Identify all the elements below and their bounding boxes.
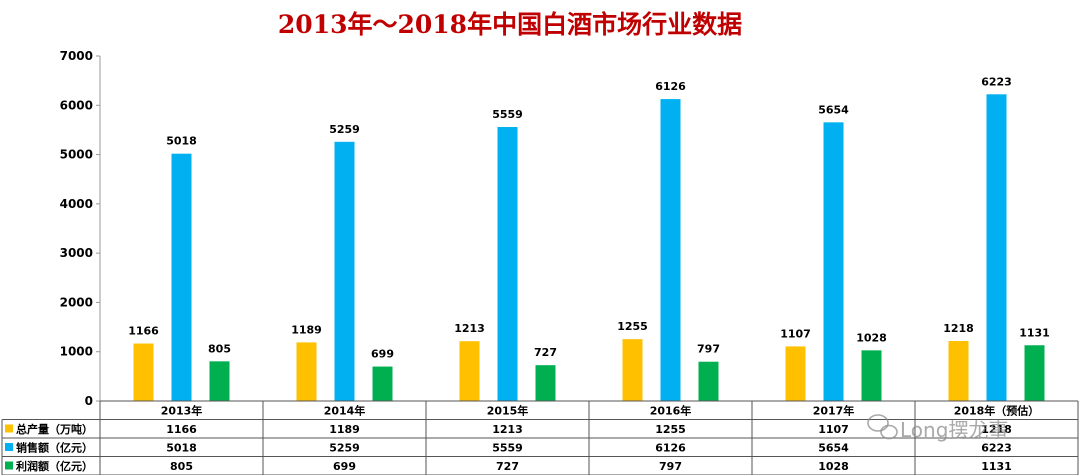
bar-3-3	[535, 365, 556, 401]
bar-3-4	[698, 361, 719, 401]
data-label: 5018	[166, 135, 197, 148]
bar-3-5	[861, 350, 882, 401]
y-tick-label: 1000	[60, 345, 93, 359]
x-tick-label: 2017年	[813, 404, 855, 418]
x-tick-label: 2014年	[324, 404, 366, 418]
table-cell: 1028	[818, 460, 849, 473]
y-tick-label: 3000	[60, 246, 93, 260]
data-label: 797	[697, 343, 720, 356]
table-cell: 5259	[329, 442, 360, 455]
table-cell: 1189	[329, 423, 360, 436]
watermark: Long摆龙事	[867, 414, 1008, 442]
table-cell: 1218	[981, 423, 1012, 436]
table-cell: 6223	[981, 442, 1012, 455]
data-label: 5559	[492, 108, 523, 121]
data-label: 5654	[818, 103, 849, 116]
bar-1-3	[459, 341, 480, 401]
y-axis: 0 1000 2000 3000 4000 5000 6000 7000	[60, 49, 101, 408]
data-label: 6223	[981, 75, 1012, 88]
bar-1-1	[133, 343, 154, 401]
wechat-icon	[867, 414, 898, 440]
table-cell: 5654	[818, 442, 849, 455]
table-cell: 5018	[166, 442, 197, 455]
y-tick-label: 5000	[60, 148, 93, 162]
legend-label: 利润额（亿元）	[16, 459, 93, 473]
bar-1-5	[785, 346, 806, 401]
data-label: 1107	[780, 327, 811, 340]
data-table: 2013年 2014年 2015年 2016年 2017年 2018年（预估） 总产量（万吨…	[1, 400, 1079, 475]
data-label: 1189	[291, 323, 322, 336]
bar-1-2	[296, 342, 317, 401]
bar-2-3	[497, 127, 518, 401]
table-cell: 1107	[818, 423, 849, 436]
table-cell: 1131	[981, 460, 1012, 473]
bar-3-1	[209, 361, 230, 401]
x-tick-label: 2016年	[650, 404, 692, 418]
bar-2-4	[660, 99, 681, 401]
data-label: 1028	[856, 331, 887, 344]
table-cell: 797	[659, 460, 682, 473]
bar-1-4	[622, 339, 643, 401]
bar-1-6	[948, 340, 969, 401]
legend-swatch	[5, 461, 13, 470]
table-cell: 1213	[492, 423, 523, 436]
data-label: 5259	[329, 123, 360, 136]
legend-label: 销售额（亿元）	[16, 441, 93, 455]
table-cell: 1166	[166, 423, 197, 436]
watermark-text: Long摆龙事	[900, 418, 1008, 442]
legend-swatch	[5, 424, 13, 433]
data-label: 1166	[128, 325, 159, 338]
bar-2-2	[334, 141, 355, 401]
data-label: 1255	[617, 320, 648, 333]
x-tick-label: 2018年（预估）	[954, 404, 1040, 418]
bar-3-2	[372, 366, 393, 401]
data-label: 1213	[454, 322, 485, 335]
y-tick-label: 6000	[60, 98, 93, 112]
y-tick-label: 0	[85, 394, 93, 408]
data-label: 6126	[655, 80, 686, 93]
table-cell: 5559	[492, 442, 523, 455]
y-tick-label: 7000	[60, 49, 93, 63]
bar-3-6	[1024, 345, 1045, 401]
table-cell: 699	[333, 460, 356, 473]
bar-2-6	[986, 94, 1007, 402]
legend-label: 总产量（万吨）	[16, 422, 93, 436]
table-cell: 805	[170, 460, 193, 473]
data-label: 805	[208, 342, 231, 355]
table-cell: 727	[496, 460, 519, 473]
x-tick-label: 2015年	[487, 404, 529, 418]
y-tick-label: 2000	[60, 295, 93, 309]
data-label: 1131	[1019, 326, 1050, 339]
chart-title: 2013年～2018年中国白酒市场行业数据	[278, 10, 742, 39]
data-label: 699	[371, 348, 394, 361]
data-label: 1218	[943, 322, 974, 335]
bar-2-1	[171, 153, 192, 401]
y-tick-label: 4000	[60, 197, 93, 211]
legend-swatch	[5, 443, 13, 451]
table-cell: 6126	[655, 442, 686, 455]
bar-2-5	[823, 122, 844, 402]
table-cell: 1255	[655, 423, 686, 436]
x-tick-label: 2013年	[161, 404, 203, 418]
bars: 1166 1189 1213 1255 1107 1218 5018 5259 5559 6126…	[128, 75, 1050, 402]
data-label: 727	[534, 346, 557, 359]
